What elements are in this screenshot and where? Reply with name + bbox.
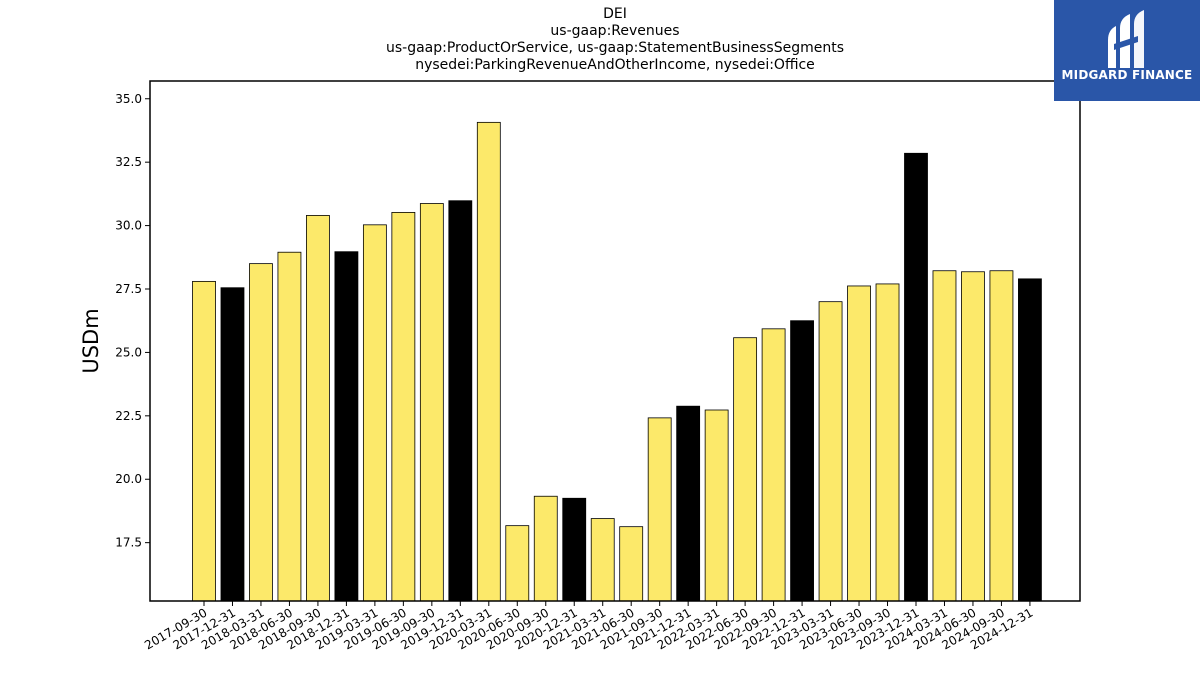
bar-2024-09-30 (989, 270, 1014, 602)
y-tick-label: 35.0 (115, 92, 142, 106)
y-axis: 17.5 20.0 22.5 25.0 27.5 30.0 32.5 35.0 (115, 92, 150, 550)
bar-2023-03-31 (818, 301, 843, 602)
chart-subtitle-members: nysedei:ParkingRevenueAndOtherIncome, ny… (415, 57, 815, 73)
bar-2020-09-30 (533, 495, 558, 602)
bar-2019-06-30 (391, 211, 416, 602)
bar-2023-09-30 (875, 283, 900, 602)
bar-2022-03-31 (704, 409, 729, 602)
bar-2022-09-30 (761, 328, 786, 602)
bar-2017-12-31 (220, 287, 245, 602)
bar-2018-09-30 (306, 215, 330, 602)
bar-2020-03-31 (476, 121, 501, 602)
y-tick-label: 17.5 (115, 536, 142, 550)
bar-2019-03-31 (362, 224, 387, 602)
brand-logo: MIDGARD FINANCE (1054, 0, 1200, 101)
y-tick-label: 20.0 (115, 472, 142, 486)
bar-2024-06-30 (961, 271, 985, 602)
y-axis-label: USDm (79, 308, 103, 373)
bar-2021-06-30 (619, 526, 644, 602)
bar-2019-12-31 (448, 200, 473, 602)
bars-layer (192, 121, 1042, 602)
chart-subtitle-concept: us-gaap:Revenues (550, 23, 680, 39)
midgard-mark-icon (1108, 10, 1144, 68)
bar-2021-03-31 (590, 518, 615, 602)
bar-2018-06-30 (277, 251, 302, 602)
x-axis: 2017-09-302017-12-312018-03-312018-06-30… (142, 601, 1035, 652)
bar-2020-06-30 (505, 525, 530, 602)
chart-title-block: DEI us-gaap:Revenues us-gaap:ProductOrSe… (150, 6, 1080, 74)
bar-2023-12-31 (904, 152, 928, 602)
bar-2021-12-31 (676, 405, 701, 602)
bar-2024-12-31 (1018, 278, 1042, 602)
bar-2022-06-30 (733, 337, 758, 602)
y-tick-label: 30.0 (115, 219, 142, 233)
bar-2018-03-31 (249, 263, 273, 602)
bar-2021-09-30 (647, 417, 672, 602)
y-tick-label: 32.5 (115, 155, 142, 169)
bar-2022-12-31 (790, 320, 814, 602)
plot-frame (149, 80, 1081, 602)
y-tick-label: 22.5 (115, 409, 142, 423)
bar-2023-06-30 (847, 285, 871, 602)
chart-subtitle-axes: us-gaap:ProductOrService, us-gaap:Statem… (385, 40, 844, 56)
bar-2018-12-31 (334, 251, 359, 602)
y-tick-label: 27.5 (115, 282, 142, 296)
brand-logo-text: MIDGARD FINANCE (1061, 68, 1193, 82)
bar-2020-12-31 (562, 497, 587, 602)
chart-title: DEI (603, 6, 627, 22)
y-tick-label: 25.0 (115, 345, 142, 359)
bar-2017-09-30 (192, 280, 216, 602)
bar-2019-09-30 (419, 203, 444, 602)
bar-2024-03-31 (932, 270, 957, 602)
